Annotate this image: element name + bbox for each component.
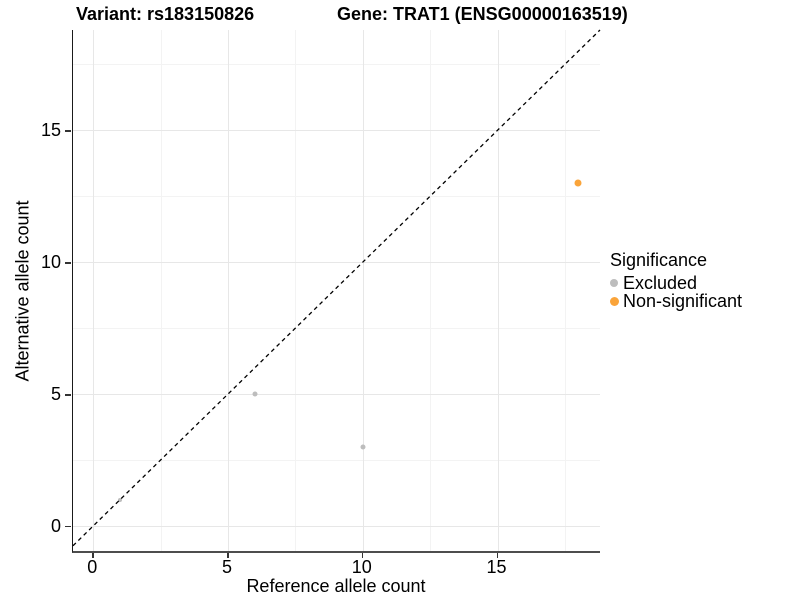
legend-title: Significance — [610, 250, 708, 270]
legend: Significance Excluded Non-significant — [610, 250, 743, 311]
gridline-y-major — [73, 525, 600, 527]
gridline-x-minor — [160, 30, 162, 551]
gridline-x-major — [93, 30, 95, 551]
non-significant-point-swatch-icon — [610, 296, 619, 306]
x-tick-mark — [361, 553, 364, 558]
gridline-x-minor — [295, 30, 297, 551]
gridline-x-major — [228, 30, 229, 551]
y-tick-mark — [65, 130, 71, 132]
gridline-y-minor — [73, 64, 600, 66]
x-tick-mark — [92, 553, 94, 558]
data-point-non-significant — [574, 179, 582, 187]
x-tick-mark — [227, 553, 229, 558]
gridline-x-minor — [564, 30, 566, 551]
gridline-y-minor — [73, 328, 600, 330]
data-point-excluded — [252, 391, 258, 397]
data-point-excluded — [118, 497, 123, 502]
gridline-x-minor — [430, 30, 432, 551]
legend-item-excluded: Excluded — [610, 272, 742, 293]
gridline-y-major — [73, 262, 600, 264]
y-axis-title: Alternative allele count — [12, 200, 33, 382]
legend-item-non-significant: Non-significant — [610, 290, 743, 311]
gene-title: Gene: TRAT1 (ENSG00000163519) — [337, 4, 628, 24]
data-point-excluded — [360, 444, 366, 450]
y-tick-label: 5 — [50, 384, 61, 405]
y-tick-label: 0 — [50, 515, 61, 536]
y-tick-mark — [65, 394, 71, 396]
identity-line — [72, 29, 601, 547]
legend-label-excluded: Excluded — [623, 272, 698, 293]
gridline-y-major — [73, 394, 600, 396]
y-tick-mark — [65, 525, 71, 528]
x-tick-mark — [496, 553, 499, 558]
x-tick-label: 15 — [486, 557, 507, 577]
x-tick-label: 10 — [351, 557, 372, 577]
y-tick-label: 15 — [40, 120, 61, 141]
gridline-x-major — [362, 30, 364, 551]
variant-title: Variant: rs183150826 — [76, 4, 255, 24]
x-tick-label: 5 — [221, 557, 233, 577]
gridline-y-minor — [73, 196, 600, 198]
identity-line-canvas — [72, 29, 601, 547]
legend-label-non-significant: Non-significant — [623, 290, 743, 311]
excluded-point-swatch-icon — [610, 279, 618, 287]
gridline-y-minor — [73, 459, 600, 461]
gridline-y-major — [73, 130, 600, 132]
x-tick-label: 0 — [87, 557, 98, 577]
gridline-x-major — [497, 30, 499, 551]
y-tick-mark — [65, 262, 71, 264]
x-axis-title: Reference allele count — [246, 576, 426, 596]
y-tick-label: 10 — [40, 252, 61, 273]
plot-panel — [72, 29, 601, 553]
